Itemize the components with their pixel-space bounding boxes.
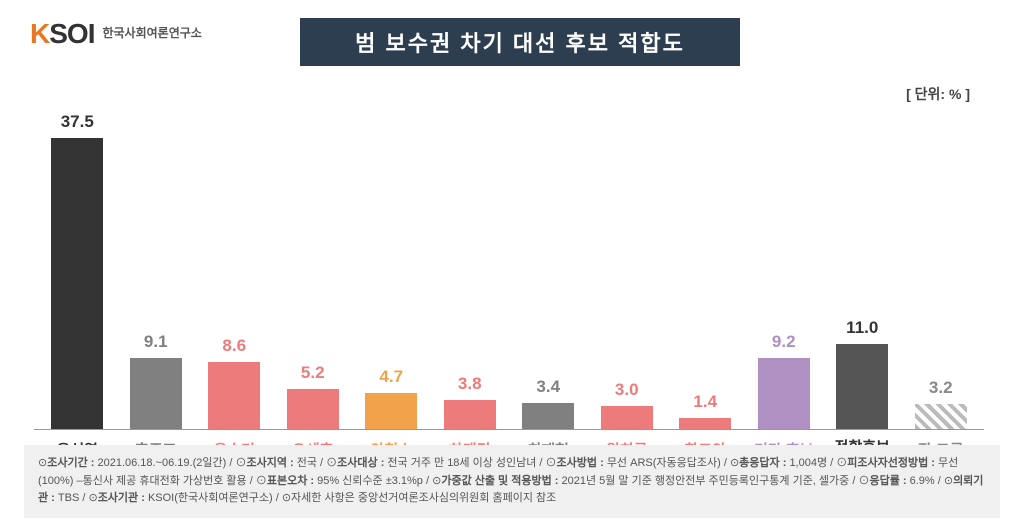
bar-value: 1.4 bbox=[693, 392, 717, 412]
bar-rect bbox=[601, 406, 653, 429]
bar-rect bbox=[758, 358, 810, 429]
bar-item: 9.1홍준표 bbox=[117, 90, 196, 429]
bar-rect bbox=[836, 344, 888, 429]
survey-footnote: ⊙조사기간 : 2021.06.18.~06.19.(2일간) / ⊙조사지역 … bbox=[24, 445, 1000, 518]
logo-mark: KSOI bbox=[30, 18, 94, 50]
logo-prefix: K bbox=[30, 18, 49, 49]
bar-value: 11.0 bbox=[846, 318, 878, 338]
bar-item: 4.7안철수 bbox=[352, 90, 431, 429]
bar-value: 3.8 bbox=[458, 374, 482, 394]
bar-rect bbox=[208, 362, 260, 429]
bar-item: 3.0원희룡 bbox=[588, 90, 667, 429]
bar-value: 9.1 bbox=[144, 332, 168, 352]
bar-chart: 37.5윤석열9.1홍준표8.6유승민5.2오세훈4.7안철수3.8하태경3.4… bbox=[34, 90, 984, 430]
bar-item: 1.4황교안 bbox=[666, 90, 745, 429]
bar-item: 3.8하태경 bbox=[431, 90, 510, 429]
bar-value: 8.6 bbox=[222, 336, 246, 356]
bar-rect bbox=[287, 389, 339, 429]
bar-rect bbox=[444, 400, 496, 429]
chart-title-box: 범 보수권 차기 대선 후보 적합도 bbox=[300, 18, 740, 66]
bar-value: 5.2 bbox=[301, 363, 325, 383]
chart-title: 범 보수권 차기 대선 후보 적합도 bbox=[355, 26, 685, 58]
bar-value: 37.5 bbox=[61, 112, 94, 132]
bar-rect bbox=[365, 393, 417, 429]
bar-value: 4.7 bbox=[379, 367, 403, 387]
bar-item: 5.2오세훈 bbox=[274, 90, 353, 429]
bar-rect bbox=[522, 403, 574, 429]
logo-subtitle: 한국사회여론연구소 bbox=[102, 24, 201, 41]
bars-row: 37.5윤석열9.1홍준표8.6유승민5.2오세훈4.7안철수3.8하태경3.4… bbox=[34, 90, 984, 429]
bar-item: 8.6유승민 bbox=[195, 90, 274, 429]
bar-rect bbox=[679, 418, 731, 429]
bar-item: 9.2기타 후보 bbox=[745, 90, 824, 429]
bar-rect bbox=[51, 138, 103, 429]
bar-value: 3.4 bbox=[536, 377, 560, 397]
bar-item: 37.5윤석열 bbox=[38, 90, 117, 429]
bar-item: 3.4최재형 bbox=[509, 90, 588, 429]
bar-rect bbox=[915, 404, 967, 429]
bar-value: 3.0 bbox=[615, 380, 639, 400]
bar-rect bbox=[130, 358, 182, 429]
bar-value: 3.2 bbox=[929, 378, 953, 398]
logo: KSOI 한국사회여론연구소 bbox=[30, 18, 202, 50]
logo-suffix: SOI bbox=[49, 18, 94, 49]
bar-item: 11.0적합후보없음 bbox=[823, 90, 902, 429]
bar-value: 9.2 bbox=[772, 332, 796, 352]
bar-item: 3.2잘 모름 bbox=[902, 90, 981, 429]
